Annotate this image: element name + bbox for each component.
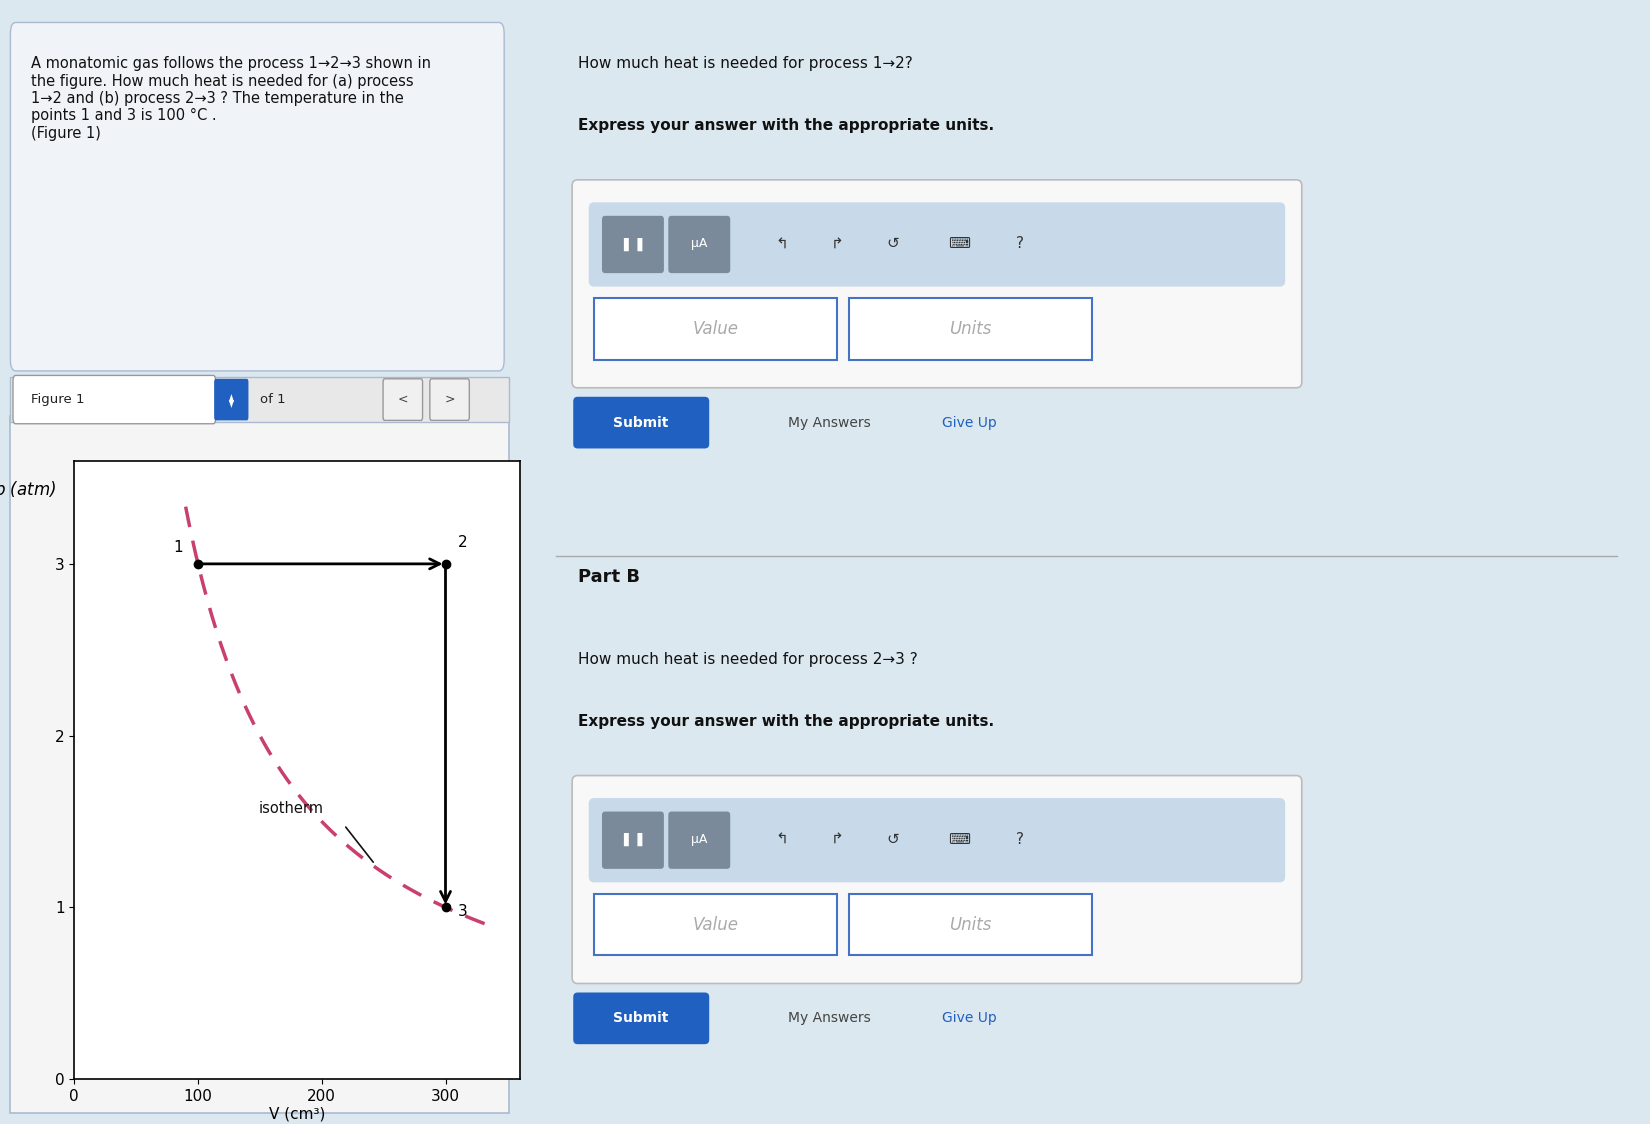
Text: of 1: of 1: [261, 392, 285, 406]
FancyBboxPatch shape: [848, 298, 1092, 360]
Text: My Answers: My Answers: [787, 1012, 871, 1025]
Text: ?: ?: [1016, 832, 1025, 847]
Text: ▌▐: ▌▐: [624, 237, 642, 251]
FancyBboxPatch shape: [848, 894, 1092, 955]
Text: My Answers: My Answers: [787, 416, 871, 429]
FancyBboxPatch shape: [431, 379, 469, 420]
FancyBboxPatch shape: [589, 798, 1285, 882]
FancyBboxPatch shape: [594, 894, 838, 955]
Text: <: <: [398, 392, 408, 406]
FancyBboxPatch shape: [573, 180, 1302, 388]
Text: 2: 2: [459, 535, 467, 550]
Text: 1: 1: [173, 540, 183, 555]
FancyBboxPatch shape: [13, 375, 216, 424]
Text: Units: Units: [949, 916, 992, 934]
FancyBboxPatch shape: [668, 812, 731, 869]
Text: Value: Value: [693, 320, 739, 338]
Text: Give Up: Give Up: [942, 1012, 997, 1025]
Text: How much heat is needed for process 1→2?: How much heat is needed for process 1→2?: [578, 56, 912, 71]
FancyBboxPatch shape: [668, 216, 731, 273]
FancyBboxPatch shape: [594, 298, 838, 360]
Text: How much heat is needed for process 2→3 ?: How much heat is needed for process 2→3 …: [578, 652, 917, 667]
Text: Express your answer with the appropriate units.: Express your answer with the appropriate…: [578, 714, 993, 728]
Text: ⌨: ⌨: [949, 832, 970, 847]
Text: ↱: ↱: [832, 832, 843, 847]
Text: isotherm: isotherm: [259, 801, 323, 816]
Text: ↰: ↰: [776, 236, 789, 252]
Text: ↺: ↺: [886, 236, 899, 252]
Text: 3: 3: [459, 904, 467, 919]
FancyBboxPatch shape: [589, 202, 1285, 287]
Text: A monatomic gas follows the process 1→2→3 shown in
the figure. How much heat is : A monatomic gas follows the process 1→2→…: [31, 56, 431, 140]
FancyBboxPatch shape: [602, 216, 663, 273]
Text: ↱: ↱: [832, 236, 843, 252]
X-axis label: V (cm³): V (cm³): [269, 1106, 325, 1122]
FancyBboxPatch shape: [573, 776, 1302, 984]
FancyBboxPatch shape: [602, 812, 663, 869]
Text: ↺: ↺: [886, 832, 899, 847]
Text: Submit: Submit: [614, 1012, 668, 1025]
Text: ↰: ↰: [776, 832, 789, 847]
FancyBboxPatch shape: [10, 22, 505, 371]
Text: $p$ (atm): $p$ (atm): [0, 479, 56, 501]
Text: μA: μA: [691, 833, 708, 846]
FancyBboxPatch shape: [10, 377, 510, 422]
FancyBboxPatch shape: [573, 397, 710, 448]
Text: ⌨: ⌨: [949, 236, 970, 252]
Text: Units: Units: [949, 320, 992, 338]
Text: Submit: Submit: [614, 416, 668, 429]
Text: Figure 1: Figure 1: [31, 393, 84, 406]
Text: Express your answer with the appropriate units.: Express your answer with the appropriate…: [578, 118, 993, 133]
Text: >: >: [444, 392, 455, 406]
Text: Value: Value: [693, 916, 739, 934]
FancyBboxPatch shape: [573, 992, 710, 1044]
FancyBboxPatch shape: [383, 379, 422, 420]
Text: ?: ?: [1016, 236, 1025, 252]
FancyBboxPatch shape: [10, 416, 510, 1113]
Text: Part B: Part B: [578, 568, 640, 586]
Text: ▌▐: ▌▐: [624, 833, 642, 846]
Text: μA: μA: [691, 237, 708, 251]
Text: Give Up: Give Up: [942, 416, 997, 429]
Text: ◄►: ◄►: [226, 391, 236, 407]
FancyBboxPatch shape: [214, 379, 249, 420]
